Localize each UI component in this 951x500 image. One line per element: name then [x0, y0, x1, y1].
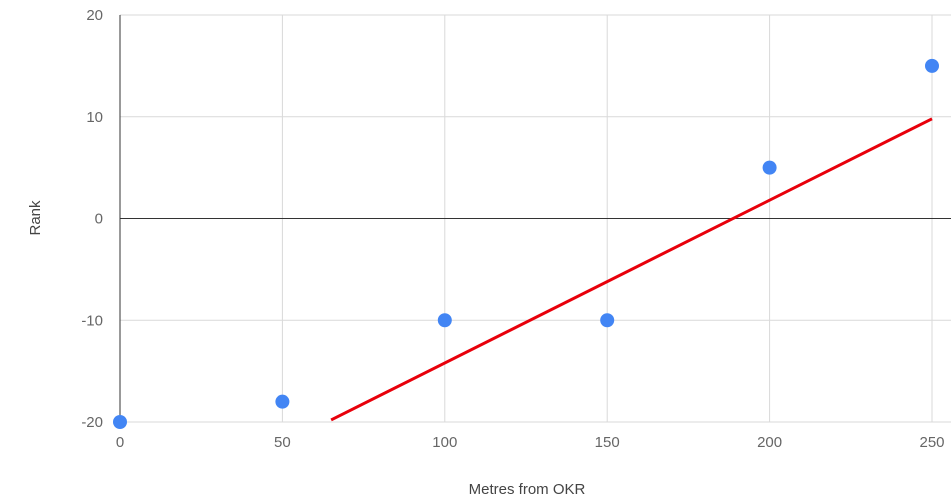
y-tick-label: 20 [86, 7, 103, 24]
y-tick-label: 0 [95, 211, 103, 228]
y-tick-label: -10 [81, 312, 103, 329]
y-gridlines [120, 14, 951, 423]
data-point [275, 394, 290, 409]
trendline [330, 117, 933, 422]
data-point [437, 313, 452, 328]
x-tick-label: 50 [274, 434, 291, 451]
y-tick-label: -20 [81, 414, 103, 431]
x-tick-label: 200 [757, 434, 782, 451]
x-tick-label: 0 [116, 434, 124, 451]
data-point [600, 313, 615, 328]
x-tick-label: 100 [432, 434, 457, 451]
y-axis-title: Rank [27, 200, 44, 236]
y-tick-label: 10 [86, 109, 103, 126]
data-point [762, 160, 777, 175]
x-axis-title: Metres from OKR [469, 481, 586, 498]
x-tick-label: 150 [595, 434, 620, 451]
y-tick-labels: -20 -10 0 10 20 [81, 7, 103, 431]
x-tick-labels: 0 50 100 150 200 250 [116, 434, 945, 451]
data-point [113, 415, 127, 429]
x-tick-label: 250 [919, 434, 944, 451]
data-point [925, 58, 939, 73]
data-points [113, 58, 939, 429]
